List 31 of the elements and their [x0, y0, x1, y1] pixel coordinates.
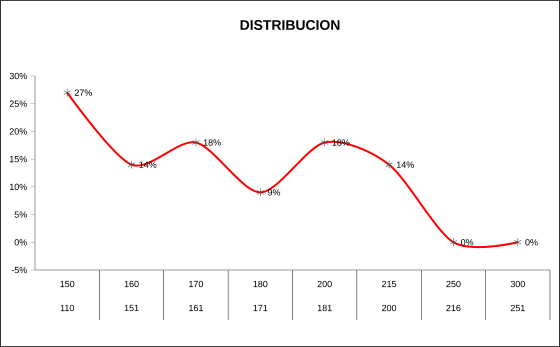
y-tick-label: -5%: [12, 266, 27, 274]
y-tick-label: 10%: [10, 184, 27, 190]
text: 200: [382, 304, 396, 312]
text: 110: [60, 304, 74, 312]
y-tick-label: 30%: [10, 72, 27, 80]
data-label: 14%: [396, 162, 414, 168]
x-tick-label: 300: [510, 280, 525, 288]
x-tick-label: 180: [254, 280, 268, 288]
x-tick-label: 160: [124, 280, 139, 288]
y-tick-label: 25%: [10, 100, 27, 107]
text: 216: [446, 304, 461, 312]
text: 161: [189, 304, 203, 312]
x-tick-label: 200: [318, 280, 332, 288]
x-tick-label: 170: [189, 280, 204, 288]
x-tick-label: 215: [382, 280, 396, 288]
data-label: 0%: [525, 239, 538, 246]
chart-title: DISTRIBUCION: [240, 20, 340, 30]
y-tick-label: 15%: [10, 156, 27, 162]
y-tick-label: 20%: [10, 128, 27, 135]
x-tick-label: 250: [446, 280, 461, 288]
text: 151: [124, 304, 139, 312]
data-label: 27%: [74, 89, 92, 96]
data-label: 9%: [268, 189, 280, 196]
text: 171: [254, 304, 268, 312]
data-label: 18%: [204, 139, 221, 146]
y-tick-label: 5%: [14, 211, 27, 218]
data-label: 0%: [460, 239, 474, 246]
y-tick-label: 0%: [14, 239, 27, 246]
text: 251: [510, 304, 525, 312]
x-tick-label: 150: [60, 280, 74, 288]
text: 181: [318, 304, 332, 312]
